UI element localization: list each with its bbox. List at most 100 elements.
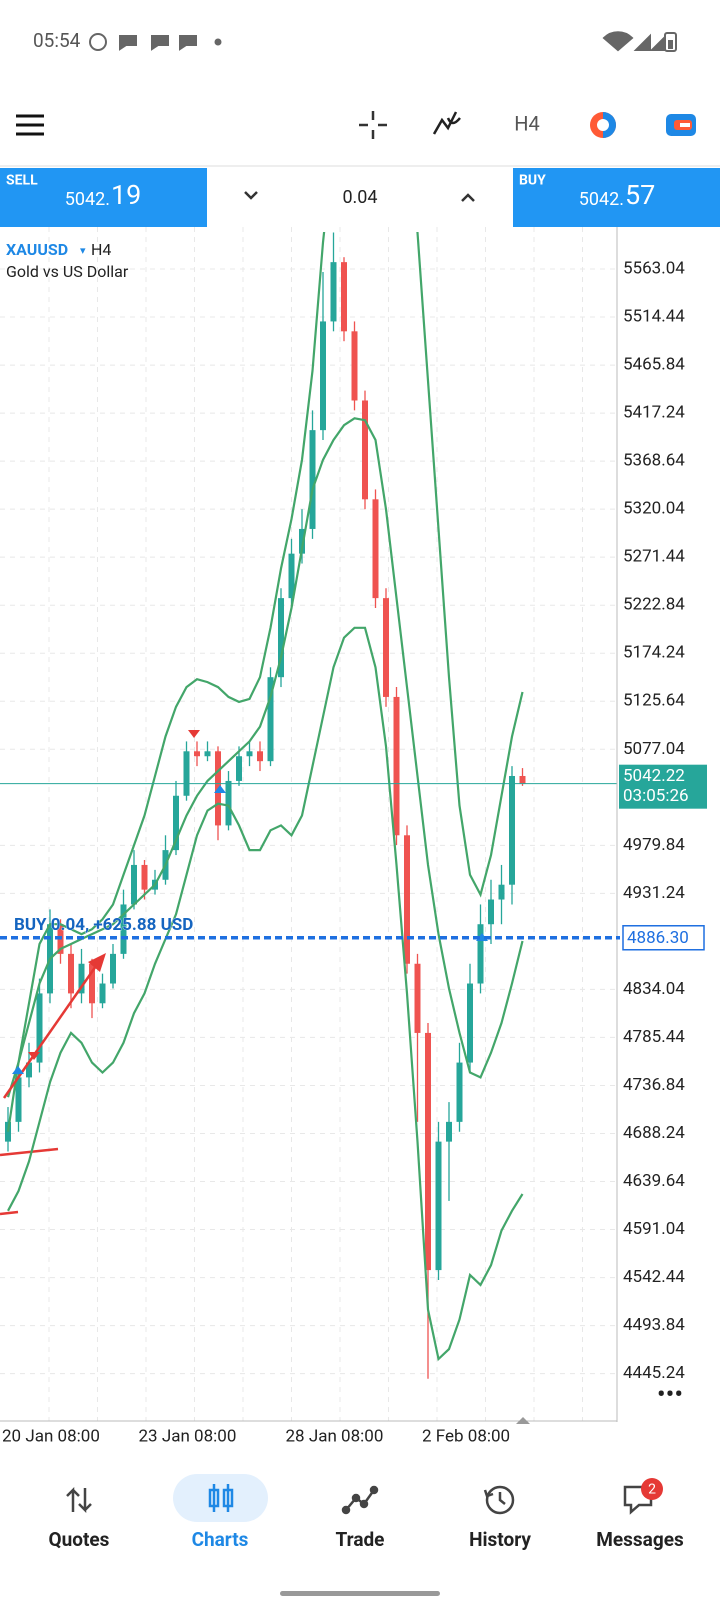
- y-tick-label: 5465.84: [623, 355, 685, 375]
- candle-body: [288, 553, 295, 599]
- candle-body: [509, 775, 515, 885]
- candle-body: [204, 751, 211, 757]
- candle-body: [36, 993, 43, 1063]
- candle-body: [362, 400, 368, 500]
- crosshair-button[interactable]: [359, 111, 387, 139]
- indicators-button[interactable]: [432, 111, 461, 135]
- y-tick-label: 4931.24: [623, 883, 685, 903]
- y-tick-label: 5514.44: [623, 307, 685, 327]
- y-tick-label: 4979.84: [623, 835, 685, 855]
- sell-button[interactable]: [0, 168, 207, 227]
- x-tick-label: 23 Jan 08:00: [139, 1426, 237, 1446]
- active-pill: [173, 1474, 268, 1522]
- home-indicator: [280, 1591, 440, 1596]
- candle-body: [278, 598, 284, 678]
- y-tick-label: 4591.04: [623, 1219, 685, 1239]
- candle-body: [5, 1121, 11, 1142]
- trade-arrow-head: [88, 953, 106, 972]
- lot-increase[interactable]: [461, 193, 475, 202]
- current-price-box: [619, 764, 707, 809]
- candle-body: [257, 751, 263, 762]
- vertical-grid: [48, 227, 583, 1421]
- y-tick-label: 4688.24: [623, 1123, 685, 1143]
- candle-body: [456, 1062, 463, 1122]
- timeframe-button[interactable]: H4: [514, 111, 540, 135]
- candle-body: [26, 1062, 32, 1078]
- nav-labels: Quotes Charts Trade History Messages: [49, 1528, 684, 1551]
- scroll-marker: [516, 1417, 530, 1424]
- candle-body: [68, 953, 74, 994]
- y-tick-label: 4834.04: [623, 979, 685, 999]
- trade-arrow: [2, 965, 98, 1099]
- buy-price-small: 5042.: [579, 189, 624, 210]
- nav-item[interactable]: Trade: [336, 1528, 385, 1551]
- candle-body: [498, 884, 505, 900]
- nav-item[interactable]: Messages: [596, 1528, 684, 1551]
- candle-body: [267, 677, 274, 762]
- candle-body: [414, 963, 421, 1033]
- nav-item[interactable]: Charts: [192, 1528, 249, 1551]
- candle-body: [110, 953, 116, 984]
- candle-body: [15, 1077, 22, 1122]
- band-lower: [7, 626, 524, 1362]
- toolbar: H4: [16, 111, 696, 139]
- plot: [0, 232, 617, 1379]
- buy-button[interactable]: [513, 168, 720, 227]
- more-button[interactable]: •••: [657, 1380, 683, 1410]
- candle-body: [120, 904, 127, 954]
- nav-item[interactable]: History: [469, 1528, 531, 1551]
- candle-body: [78, 963, 85, 994]
- sell-label: SELL: [6, 173, 38, 189]
- old-order-line: [0, 1147, 59, 1216]
- y-tick-label: 4736.84: [623, 1075, 685, 1095]
- chart-timeframe: H4: [91, 240, 111, 259]
- y-tick-label: 5125.64: [623, 691, 685, 711]
- candle-body: [488, 899, 494, 925]
- y-tick-label: 5368.64: [623, 451, 685, 471]
- band-upper: [6, 232, 524, 1132]
- candle-body: [131, 864, 137, 905]
- y-tick-label: 5271.44: [623, 547, 685, 567]
- order-price-label: 4886.30: [627, 928, 689, 948]
- buy-label: BUY: [519, 173, 546, 189]
- y-tick-label: 5077.04: [623, 739, 685, 759]
- y-tick-label: 5320.04: [623, 499, 685, 519]
- candle-body: [141, 864, 148, 890]
- y-tick-label: 5222.84: [623, 595, 685, 615]
- x-tick-label: 28 Jan 08:00: [286, 1426, 384, 1446]
- buy-price-big: 57: [625, 179, 655, 211]
- sell-price-big: 19: [111, 179, 141, 211]
- lot-size[interactable]: 0.04: [342, 187, 377, 208]
- y-tick-label: 4785.44: [623, 1027, 685, 1047]
- bar-timer: 03:05:26: [623, 786, 689, 806]
- menu-button[interactable]: [16, 114, 44, 136]
- candle-body: [467, 983, 473, 1063]
- candle-body: [173, 795, 179, 851]
- symbol[interactable]: XAUUSD: [6, 240, 68, 259]
- candle-body: [393, 696, 400, 836]
- band-middle: [6, 417, 524, 1098]
- candle-body: [320, 321, 326, 431]
- candle-body: [435, 1141, 442, 1271]
- candle-body: [299, 528, 305, 554]
- candle-body: [309, 430, 316, 529]
- sell-price-small: 5042.: [65, 189, 110, 210]
- symbol-dropdown[interactable]: ▾: [80, 244, 86, 257]
- messages-badge-count: 2: [648, 1482, 656, 1498]
- candle-body: [477, 924, 484, 984]
- y-tick-label: 4542.44: [623, 1267, 685, 1287]
- candle-body: [236, 756, 242, 781]
- candle-body: [351, 331, 358, 401]
- candle-body: [404, 835, 410, 964]
- candle-body: [183, 751, 190, 796]
- nav-item[interactable]: Quotes: [49, 1528, 110, 1551]
- x-tick-label: 20 Jan 08:00: [2, 1426, 100, 1446]
- candle-body: [383, 598, 389, 697]
- lot-decrease[interactable]: [244, 191, 258, 200]
- status-time: 05:54: [33, 29, 81, 52]
- candle-body: [89, 963, 95, 1004]
- candle-body: [246, 751, 253, 757]
- y-tick-label: 4445.24: [623, 1363, 685, 1383]
- candle-body: [341, 262, 347, 332]
